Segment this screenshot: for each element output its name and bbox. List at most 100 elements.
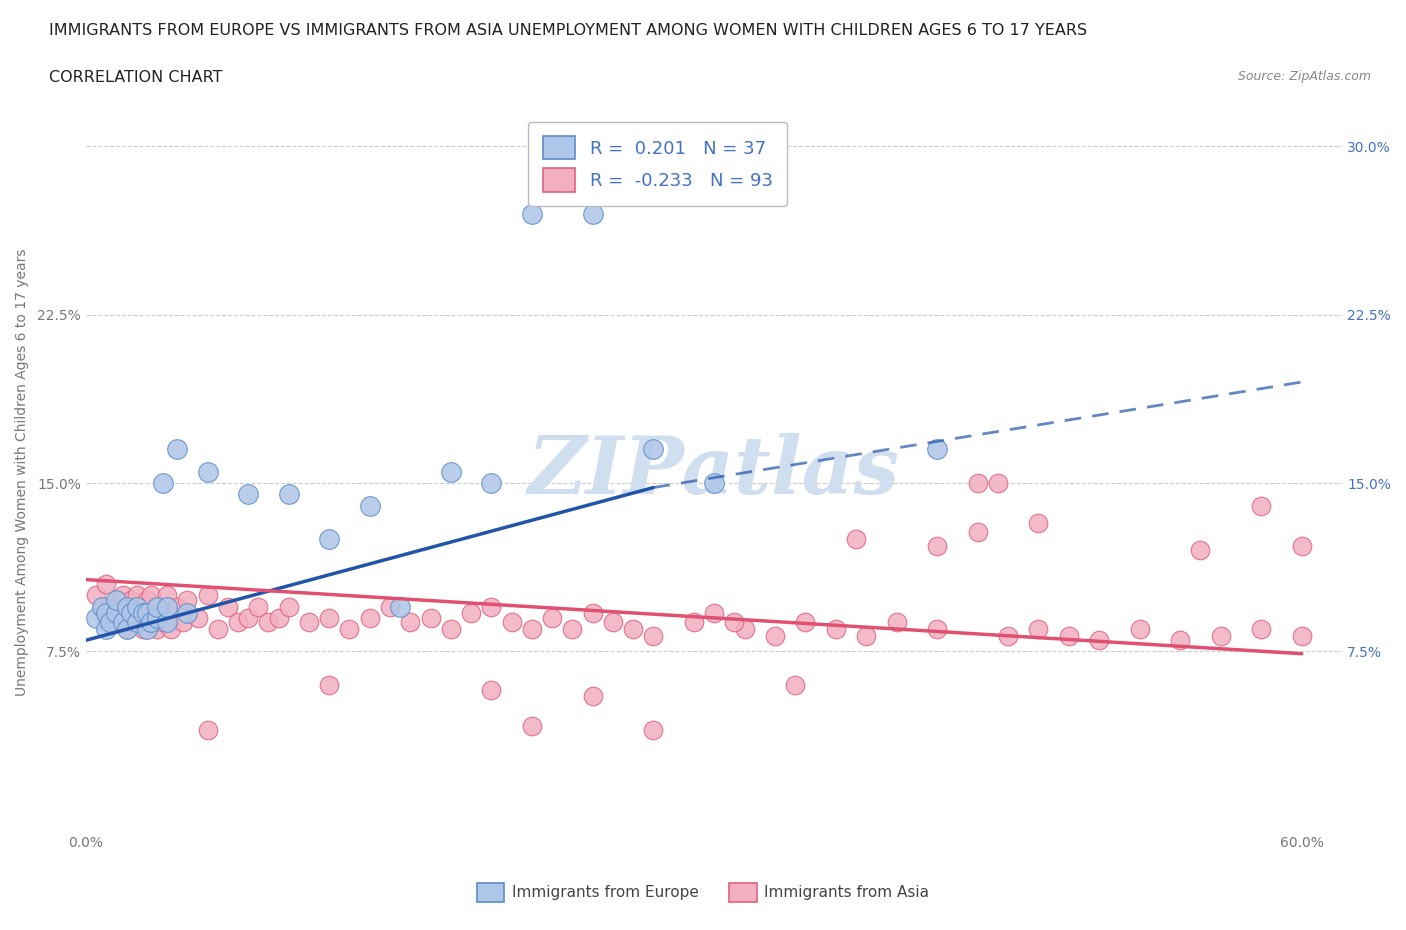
Point xyxy=(217,599,239,614)
Point xyxy=(520,206,543,221)
Point xyxy=(100,599,122,614)
Point xyxy=(723,615,745,630)
Point xyxy=(115,621,138,636)
Point xyxy=(501,615,523,630)
Point xyxy=(135,605,157,620)
Point xyxy=(115,621,138,636)
Point xyxy=(267,610,290,625)
Point xyxy=(156,599,179,614)
Point xyxy=(139,615,162,630)
Point xyxy=(125,599,148,614)
Point xyxy=(146,610,169,625)
Point xyxy=(84,610,107,625)
Point xyxy=(378,599,401,614)
Point xyxy=(479,475,502,490)
Point xyxy=(339,621,361,636)
Point xyxy=(886,615,908,630)
Point xyxy=(139,588,162,603)
Point xyxy=(1057,629,1080,644)
Point xyxy=(176,592,198,607)
Point xyxy=(621,621,644,636)
Point xyxy=(100,615,122,630)
Point xyxy=(318,678,340,693)
Point xyxy=(389,599,412,614)
Point xyxy=(1291,629,1313,644)
Point xyxy=(91,599,114,614)
Point xyxy=(419,610,441,625)
Point xyxy=(520,718,543,733)
Point xyxy=(135,621,157,636)
Point xyxy=(139,610,162,625)
Point xyxy=(785,678,807,693)
Point xyxy=(561,621,583,636)
Point xyxy=(1250,621,1272,636)
Point xyxy=(1189,543,1212,558)
Point xyxy=(96,621,118,636)
Point xyxy=(1088,632,1111,647)
Point xyxy=(146,599,169,614)
Point xyxy=(987,475,1010,490)
Text: CORRELATION CHART: CORRELATION CHART xyxy=(49,70,222,85)
Point xyxy=(479,683,502,698)
Point xyxy=(105,605,128,620)
Point xyxy=(91,599,114,614)
Point xyxy=(96,610,118,625)
Point xyxy=(115,599,138,614)
Point xyxy=(125,588,148,603)
Point xyxy=(146,621,169,636)
Y-axis label: Unemployment Among Women with Children Ages 6 to 17 years: Unemployment Among Women with Children A… xyxy=(15,248,30,696)
Point xyxy=(146,599,169,614)
Point xyxy=(277,486,299,501)
Point xyxy=(125,615,148,630)
Point xyxy=(238,610,260,625)
Point xyxy=(84,588,107,603)
Point xyxy=(238,486,260,501)
Point xyxy=(125,610,148,625)
Point xyxy=(440,464,463,479)
Point xyxy=(318,532,340,547)
Point xyxy=(1250,498,1272,513)
Point xyxy=(359,498,381,513)
Point xyxy=(1028,516,1050,531)
Point xyxy=(734,621,756,636)
Point xyxy=(683,615,706,630)
Point xyxy=(643,629,665,644)
Point xyxy=(135,615,157,630)
Point xyxy=(111,615,134,630)
Point xyxy=(318,610,340,625)
Point xyxy=(643,442,665,457)
Point xyxy=(703,475,725,490)
Point xyxy=(925,538,948,553)
Point xyxy=(1291,538,1313,553)
Point xyxy=(824,621,846,636)
Point xyxy=(541,610,564,625)
Point xyxy=(1028,621,1050,636)
Point xyxy=(581,689,603,704)
Point xyxy=(105,592,128,607)
Point xyxy=(156,588,179,603)
Point xyxy=(440,621,463,636)
Point xyxy=(166,442,188,457)
Point xyxy=(120,592,142,607)
Point xyxy=(997,629,1019,644)
Legend: Immigrants from Europe, Immigrants from Asia: Immigrants from Europe, Immigrants from … xyxy=(471,877,935,909)
Point xyxy=(643,723,665,737)
Point xyxy=(1168,632,1191,647)
Point xyxy=(135,592,157,607)
Point xyxy=(359,610,381,625)
Point xyxy=(966,525,988,540)
Legend: R =  0.201   N = 37, R =  -0.233   N = 93: R = 0.201 N = 37, R = -0.233 N = 93 xyxy=(529,122,787,206)
Point xyxy=(105,592,128,607)
Point xyxy=(132,605,155,620)
Point xyxy=(226,615,249,630)
Point xyxy=(460,605,482,620)
Point xyxy=(703,605,725,620)
Point xyxy=(176,605,198,620)
Point xyxy=(247,599,270,614)
Point xyxy=(160,621,183,636)
Point xyxy=(166,599,188,614)
Point xyxy=(925,442,948,457)
Text: IMMIGRANTS FROM EUROPE VS IMMIGRANTS FROM ASIA UNEMPLOYMENT AMONG WOMEN WITH CHI: IMMIGRANTS FROM EUROPE VS IMMIGRANTS FRO… xyxy=(49,23,1087,38)
Point xyxy=(602,615,624,630)
Point xyxy=(152,475,174,490)
